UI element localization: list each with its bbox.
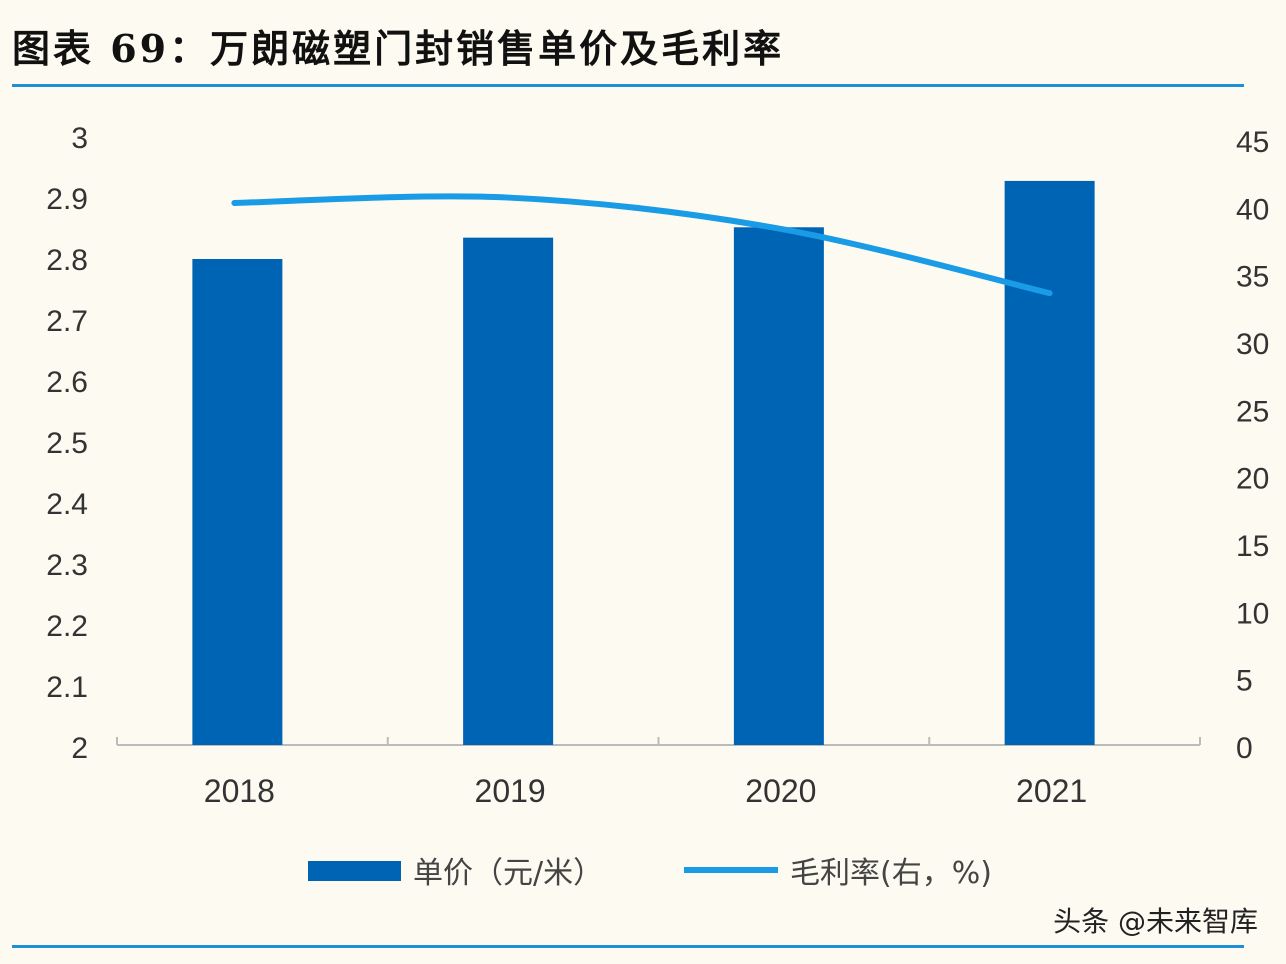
- y-right-tick-label: 0: [1236, 732, 1253, 765]
- figure-title: 图表 69：万朗磁塑门封销售单价及毛利率: [12, 26, 785, 71]
- y-right-tick-label: 25: [1236, 395, 1269, 428]
- x-tick-label: 2018: [204, 773, 275, 809]
- legend-swatch-bar: [308, 861, 401, 881]
- bar-2019: [463, 237, 554, 745]
- y-left-tick-label: 2.7: [46, 305, 88, 338]
- y-left-tick-label: 2.6: [46, 366, 88, 399]
- bar-2021: [1004, 180, 1095, 746]
- y-left-tick-label: 2.8: [46, 244, 88, 277]
- x-tick-label: 2020: [745, 773, 816, 809]
- legend-label-bar: 单价（元/米）: [413, 856, 603, 891]
- y-left-tick-label: 2.4: [46, 488, 88, 521]
- line-gross-margin: [231, 193, 1053, 297]
- y-right-tick-label: 5: [1236, 665, 1253, 698]
- legend-label-line: 毛利率(右，%): [790, 856, 992, 891]
- y-right-tick-label: 10: [1236, 597, 1269, 630]
- y-left-tick-label: 2.9: [46, 183, 88, 216]
- y-left-tick-label: 3: [71, 122, 88, 155]
- y-right-tick-label: 30: [1236, 328, 1269, 361]
- y-right-tick-label: 40: [1236, 193, 1269, 226]
- watermark: 头条 @未来智库: [1053, 905, 1258, 938]
- top-rule: [12, 84, 1244, 87]
- y-right-tick-label: 15: [1236, 530, 1269, 563]
- bottom-rule: [12, 945, 1244, 948]
- y-right-tick-label: 35: [1236, 261, 1269, 294]
- bar-2020: [733, 227, 824, 745]
- x-tick-label: 2021: [1016, 773, 1087, 809]
- y-left-tick-label: 2.2: [46, 610, 88, 643]
- y-left-tick-label: 2.3: [46, 549, 88, 582]
- y-right-tick-label: 20: [1236, 463, 1269, 496]
- y-right-tick-label: 45: [1236, 126, 1269, 159]
- y-left-tick-label: 2.5: [46, 427, 88, 460]
- y-left-tick-label: 2: [71, 732, 88, 765]
- bar-2018: [192, 259, 283, 745]
- x-tick-label: 2019: [475, 773, 546, 809]
- y-left-tick-label: 2.1: [46, 671, 88, 704]
